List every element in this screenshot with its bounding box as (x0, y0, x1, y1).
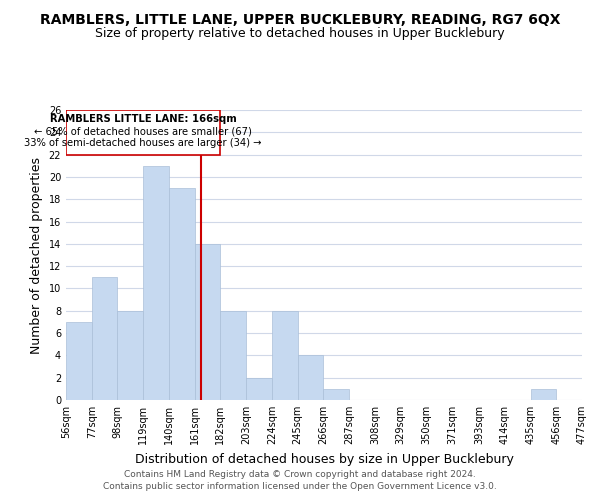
FancyBboxPatch shape (66, 110, 220, 154)
Text: RAMBLERS, LITTLE LANE, UPPER BUCKLEBURY, READING, RG7 6QX: RAMBLERS, LITTLE LANE, UPPER BUCKLEBURY,… (40, 12, 560, 26)
Text: Contains HM Land Registry data © Crown copyright and database right 2024.: Contains HM Land Registry data © Crown c… (124, 470, 476, 479)
Bar (272, 311, 298, 400)
Bar (323, 389, 349, 400)
Bar (92, 278, 118, 400)
Text: ← 65% of detached houses are smaller (67): ← 65% of detached houses are smaller (67… (34, 126, 252, 136)
Bar (169, 188, 194, 400)
Text: Size of property relative to detached houses in Upper Bucklebury: Size of property relative to detached ho… (95, 28, 505, 40)
Y-axis label: Number of detached properties: Number of detached properties (30, 156, 43, 354)
Bar (66, 322, 92, 400)
Bar (143, 166, 169, 400)
Bar (246, 378, 272, 400)
X-axis label: Distribution of detached houses by size in Upper Bucklebury: Distribution of detached houses by size … (134, 452, 514, 466)
Bar (194, 244, 220, 400)
Text: 33% of semi-detached houses are larger (34) →: 33% of semi-detached houses are larger (… (25, 138, 262, 148)
Text: Contains public sector information licensed under the Open Government Licence v3: Contains public sector information licen… (103, 482, 497, 491)
Bar (298, 356, 323, 400)
Bar (118, 311, 143, 400)
Text: RAMBLERS LITTLE LANE: 166sqm: RAMBLERS LITTLE LANE: 166sqm (50, 114, 236, 124)
Bar (220, 311, 246, 400)
Bar (530, 389, 556, 400)
